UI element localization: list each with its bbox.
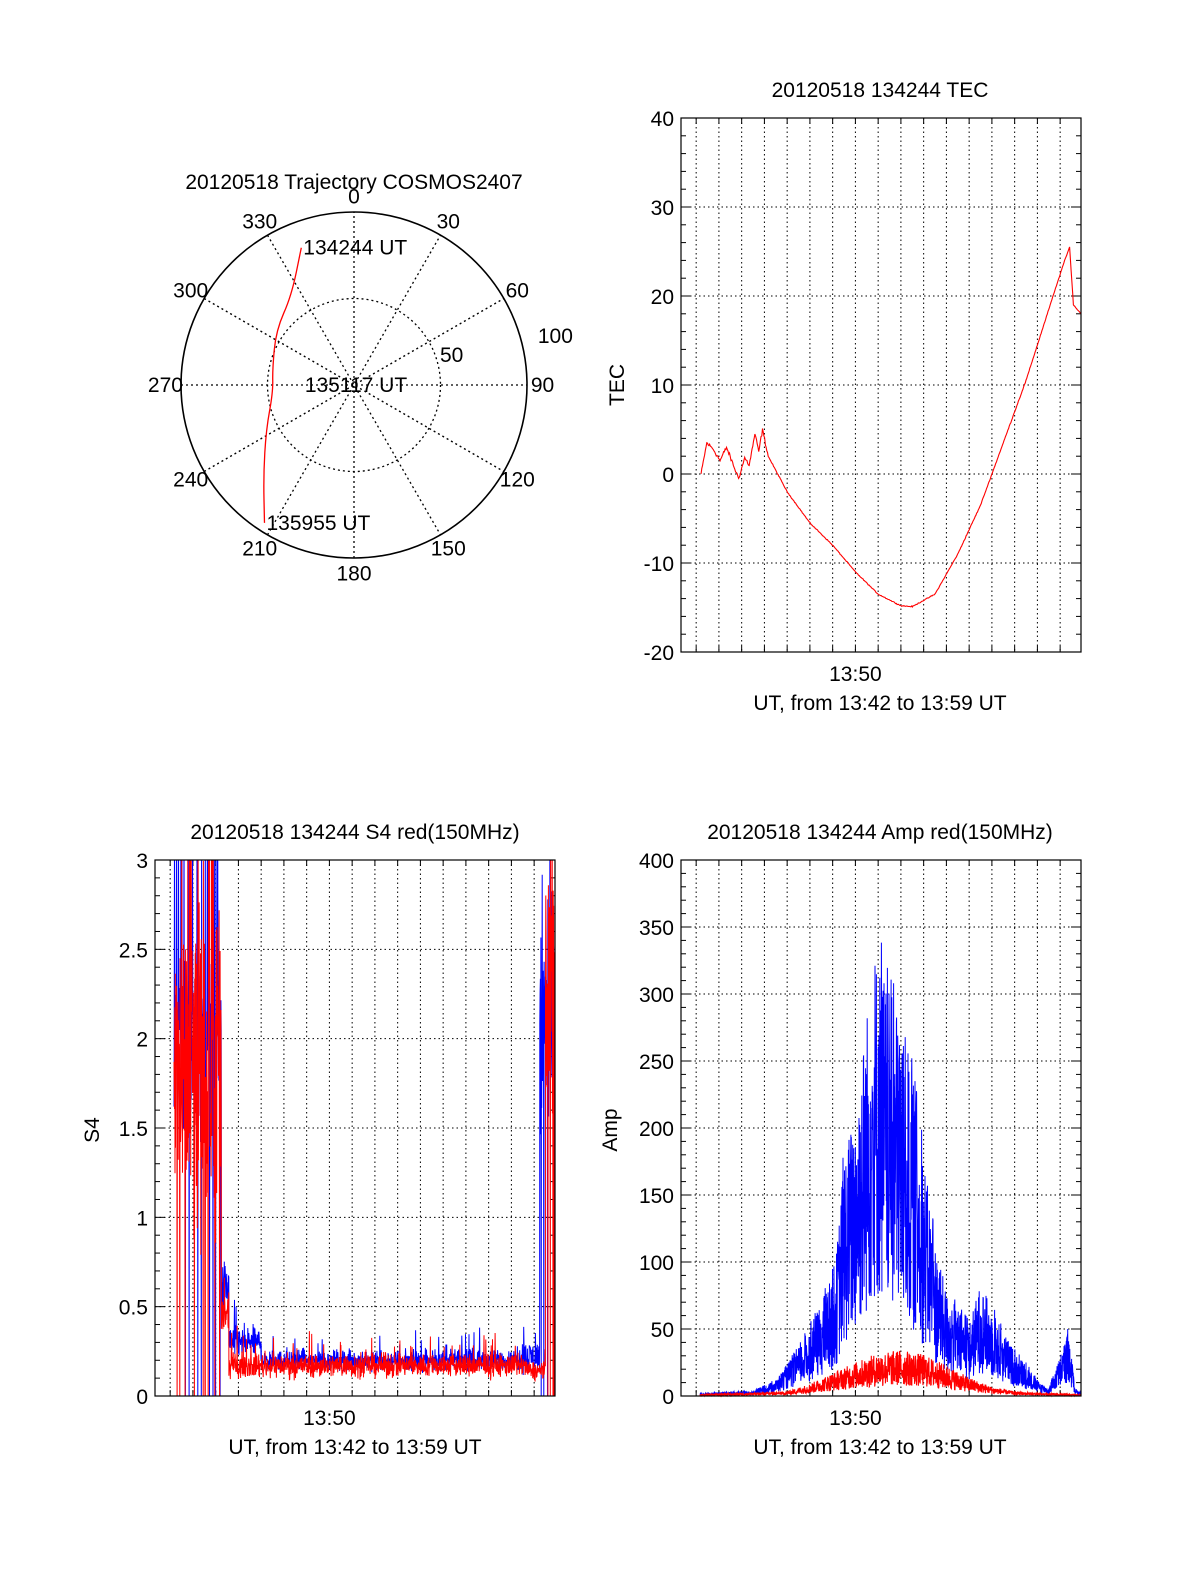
y-tick-label: 0 [136, 1386, 148, 1409]
x-tick-label: 13:50 [829, 1407, 882, 1430]
polar-grid [180, 211, 528, 559]
y-tick-label: 50 [651, 1319, 674, 1342]
s4-title: 20120518 134244 S4 red(150MHz) [190, 821, 519, 844]
polar-azimuth-label: 330 [242, 211, 277, 234]
y-tick-label: -20 [644, 642, 674, 665]
amp-frame [680, 859, 1082, 1397]
polar-azimuth-label: 120 [500, 468, 535, 491]
trajectory-title: 20120518 Trajectory COSMOS2407 [185, 171, 522, 194]
y-tick-label: 250 [639, 1051, 674, 1074]
tec-y-tick-labels: -20 -10 0 10 20 30 40 [644, 108, 674, 665]
trajectory-time-label: 135117 UT [305, 374, 408, 397]
amp-y-label: Amp [599, 1108, 622, 1151]
amp-x-label: UT, from 13:42 to 13:59 UT [753, 1436, 1006, 1459]
y-tick-label: -10 [644, 553, 674, 576]
s4-plot [173, 860, 555, 1396]
polar-azimuth-label: 90 [531, 374, 554, 397]
y-tick-label: 400 [639, 850, 674, 873]
trajectory-panel: 20120518 Trajectory COSMOS2407 0 30 60 90 12… [148, 171, 573, 586]
polar-ring-labels: 50 100 [440, 325, 573, 367]
y-tick-label: 3 [136, 850, 148, 873]
y-tick-label: 2.5 [119, 939, 148, 962]
amp-blue-series [699, 942, 1082, 1398]
trajectory-time-label: 135955 UT [266, 512, 370, 535]
y-tick-label: 20 [651, 286, 674, 309]
trajectory-plot [263, 247, 302, 523]
trajectory-annotations: 134244 UT 135117 UT 135955 UT [266, 237, 407, 535]
y-tick-label: 350 [639, 917, 674, 940]
x-tick-label: 13:50 [303, 1407, 356, 1430]
amp-panel: 20120518 134244 Amp red(150MHz) 0 50 100 15… [599, 821, 1082, 1459]
y-tick-label: 0 [662, 464, 674, 487]
polar-azimuth-labels: 0 30 60 90 120 150 180 210 240 270 300 330 [148, 185, 554, 585]
s4-y-tick-labels: 0 0.5 1 1.5 2 2.5 3 [119, 850, 148, 1409]
y-tick-label: 0.5 [119, 1297, 148, 1320]
y-tick-label: 100 [639, 1252, 674, 1275]
tec-panel: 20120518 134244 TEC -20 -10 0 10 20 30 40 13:5… [606, 79, 1082, 715]
y-tick-label: 2 [136, 1029, 148, 1052]
amp-grid [681, 859, 1081, 1397]
trajectory-time-label: 134244 UT [303, 237, 407, 260]
polar-azimuth-label: 30 [437, 211, 460, 234]
y-tick-label: 150 [639, 1185, 674, 1208]
tec-grid [681, 117, 1081, 653]
amp-y-tick-labels: 0 50 100 150 200 250 300 350 400 [639, 850, 674, 1409]
polar-azimuth-label: 180 [336, 563, 371, 586]
polar-azimuth-label: 270 [148, 374, 183, 397]
y-tick-label: 200 [639, 1118, 674, 1141]
tec-x-tick-labels: 13:50 [829, 663, 882, 686]
y-tick-label: 40 [651, 108, 674, 131]
tec-y-label: TEC [606, 364, 629, 406]
s4-y-label: S4 [81, 1117, 104, 1143]
s4-panel: 20120518 134244 S4 red(150MHz) 0 0.5 1 1.5 2… [81, 821, 556, 1459]
y-tick-label: 10 [651, 375, 674, 398]
s4-x-tick-labels: 13:50 [303, 1407, 356, 1430]
polar-azimuth-label: 240 [173, 468, 208, 491]
polar-azimuth-label: 150 [431, 537, 466, 560]
polar-azimuth-label: 60 [506, 280, 529, 303]
polar-azimuth-label: 210 [242, 537, 277, 560]
s4-frame [154, 859, 556, 1397]
tec-title: 20120518 134244 TEC [772, 79, 989, 102]
amp-title: 20120518 134244 Amp red(150MHz) [707, 821, 1053, 844]
polar-azimuth-label: 300 [173, 280, 208, 303]
tec-x-label: UT, from 13:42 to 13:59 UT [753, 692, 1006, 715]
amp-plot [699, 942, 1082, 1398]
x-tick-label: 13:50 [829, 663, 882, 686]
amp-x-tick-labels: 13:50 [829, 1407, 882, 1430]
s4-series-group [173, 860, 555, 1396]
y-tick-label: 0 [662, 1386, 674, 1409]
s4-x-label: UT, from 13:42 to 13:59 UT [228, 1436, 481, 1459]
tec-frame [680, 117, 1082, 653]
polar-azimuth-label: 0 [348, 185, 360, 208]
amp-red-series [699, 1350, 1082, 1398]
trajectory-line [263, 247, 302, 523]
y-tick-label: 1 [136, 1207, 148, 1230]
tec-series-line [700, 246, 1082, 608]
polar-ring-label: 50 [440, 344, 463, 367]
tec-plot [700, 246, 1082, 608]
polar-ring-label: 100 [538, 325, 573, 348]
s4-red-series [173, 860, 555, 1396]
y-tick-label: 300 [639, 984, 674, 1007]
y-tick-label: 30 [651, 197, 674, 220]
y-tick-label: 1.5 [119, 1118, 148, 1141]
